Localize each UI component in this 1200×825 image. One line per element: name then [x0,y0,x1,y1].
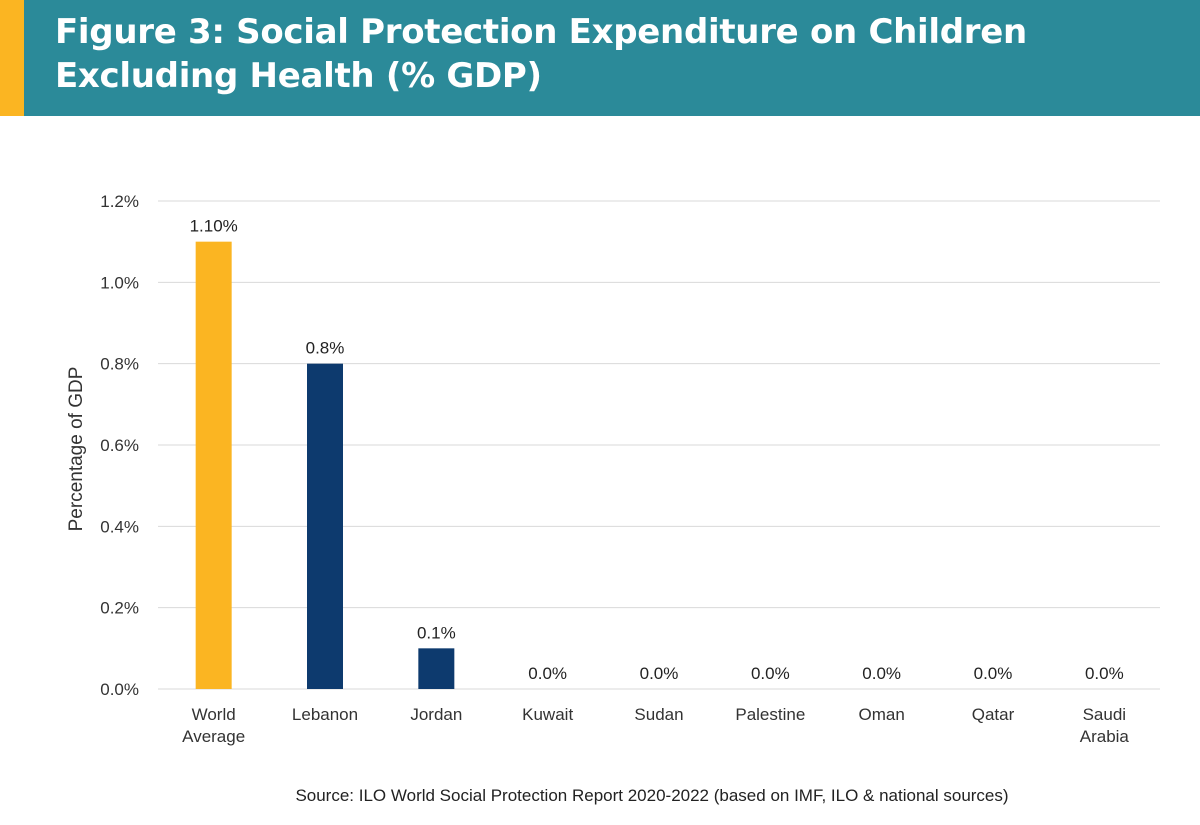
y-tick-label: 0.0% [100,680,139,699]
data-label: 0.1% [417,623,456,642]
data-label: 1.10% [190,217,238,236]
figure-title: Figure 3: Social Protection Expenditure … [55,12,1027,96]
data-label: 0.0% [862,664,901,683]
y-tick-label: 0.6% [100,436,139,455]
x-tick-label: Kuwait [522,705,573,724]
data-label: 0.0% [528,664,567,683]
x-tick-label: Oman [859,705,905,724]
data-label: 0.0% [640,664,679,683]
x-tick-label: Lebanon [292,705,358,724]
x-tick-label: Average [182,727,245,746]
figure-header: Figure 3: Social Protection Expenditure … [0,0,1200,116]
y-tick-label: 0.8% [100,355,139,374]
x-tick-label: Palestine [735,705,805,724]
bar [195,241,232,689]
y-tick-label: 0.4% [100,517,139,536]
data-label: 0.0% [1085,664,1124,683]
bar [307,363,343,689]
header-accent-bar [0,0,24,116]
y-tick-label: 1.0% [100,273,139,292]
y-tick-label: 0.2% [100,599,139,618]
x-tick-label: Qatar [972,705,1015,724]
data-label: 0.0% [751,664,790,683]
bar [418,648,455,689]
x-tick-label: World [192,705,236,724]
x-tick-label: Sudan [634,705,683,724]
x-tick-label: Arabia [1080,727,1130,746]
x-tick-label: Saudi [1083,705,1126,724]
data-label: 0.8% [306,339,345,358]
y-axis-title: Percentage of GDP [66,367,87,532]
x-tick-label: Jordan [410,705,462,724]
source-note: Source: ILO World Social Protection Repo… [295,786,1009,805]
data-label: 0.0% [974,664,1013,683]
y-tick-label: 1.2% [100,192,139,211]
